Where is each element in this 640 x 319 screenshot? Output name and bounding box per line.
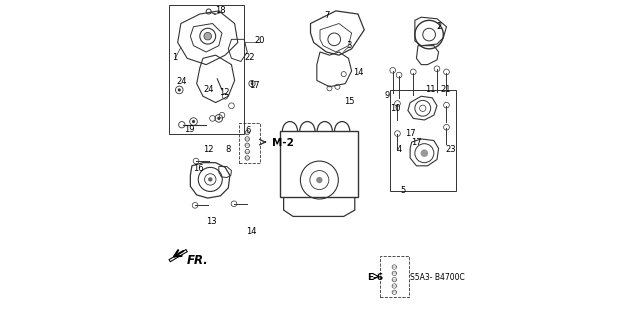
Text: 3: 3 xyxy=(346,41,352,49)
Bar xyxy=(390,90,456,191)
Circle shape xyxy=(178,88,181,92)
Text: 24: 24 xyxy=(204,85,214,94)
Text: 18: 18 xyxy=(215,6,226,15)
Text: 12: 12 xyxy=(204,145,214,154)
Text: 7: 7 xyxy=(324,11,330,20)
Circle shape xyxy=(316,177,323,183)
Text: 17: 17 xyxy=(412,137,422,147)
Bar xyxy=(239,123,260,163)
Text: 11: 11 xyxy=(425,85,435,94)
Circle shape xyxy=(217,117,220,120)
Circle shape xyxy=(204,33,212,40)
Text: 1: 1 xyxy=(173,53,178,62)
Text: 21: 21 xyxy=(440,85,451,94)
Text: 17: 17 xyxy=(249,81,260,90)
Text: 23: 23 xyxy=(445,145,456,154)
Circle shape xyxy=(192,120,195,123)
Text: 6: 6 xyxy=(245,126,251,135)
Text: E-6: E-6 xyxy=(367,273,383,282)
Text: 12: 12 xyxy=(220,88,230,97)
Text: FR.: FR. xyxy=(187,254,209,267)
Text: 4: 4 xyxy=(397,145,403,154)
Text: 17: 17 xyxy=(405,129,415,138)
Bar xyxy=(380,256,408,297)
Text: 13: 13 xyxy=(207,217,217,226)
Text: 24: 24 xyxy=(176,77,187,85)
Text: 2: 2 xyxy=(436,22,441,31)
Text: 19: 19 xyxy=(184,125,195,134)
Text: 10: 10 xyxy=(390,104,401,113)
Text: 8: 8 xyxy=(225,145,230,154)
Circle shape xyxy=(251,82,253,85)
Text: 14: 14 xyxy=(353,68,364,77)
Text: S5A3- B4700C: S5A3- B4700C xyxy=(410,273,465,282)
Circle shape xyxy=(420,149,428,157)
Text: 15: 15 xyxy=(344,97,355,107)
Text: 14: 14 xyxy=(246,227,256,236)
Bar xyxy=(169,4,244,134)
Text: 20: 20 xyxy=(255,36,265,45)
Text: 16: 16 xyxy=(193,164,204,173)
Text: 9: 9 xyxy=(385,91,390,100)
Text: 22: 22 xyxy=(244,53,255,62)
Text: 5: 5 xyxy=(400,186,406,195)
Circle shape xyxy=(208,177,212,182)
Text: M-2: M-2 xyxy=(272,138,294,148)
